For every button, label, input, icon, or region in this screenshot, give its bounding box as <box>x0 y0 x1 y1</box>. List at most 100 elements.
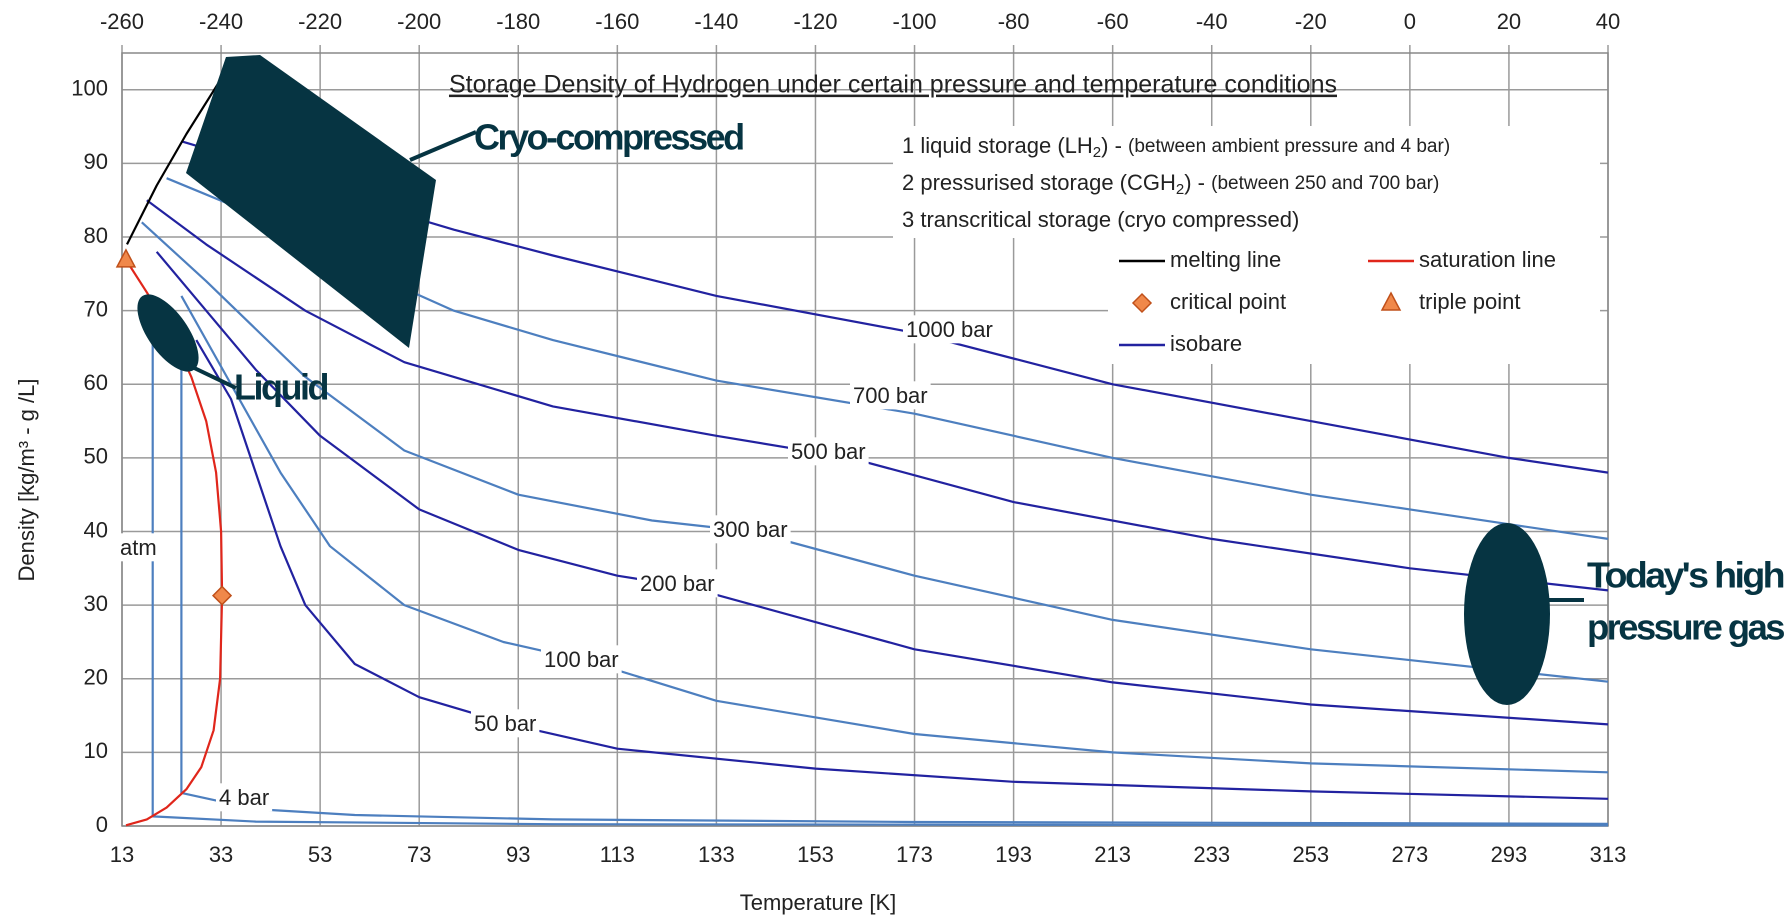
x2-tick-label: -200 <box>397 9 441 34</box>
note-text: 3 transcritical storage (cryo compressed… <box>902 207 1299 232</box>
label-background <box>471 709 540 738</box>
y-tick-label: 30 <box>84 591 108 616</box>
x-tick-label: 293 <box>1491 842 1528 867</box>
y-tick-label: 80 <box>84 223 108 248</box>
x-tick-label: 53 <box>308 842 332 867</box>
legend-note: 1 liquid storage (LH2) - (between ambien… <box>902 133 1450 161</box>
x-tick-label: 113 <box>600 842 635 867</box>
label-background <box>637 569 718 598</box>
x2-tick-label: -80 <box>998 9 1030 34</box>
x2-tick-label: -100 <box>893 9 937 34</box>
series-label: 300 bar <box>713 517 788 542</box>
x2-tick-label: -180 <box>496 9 540 34</box>
data-point <box>115 248 137 268</box>
annotation: Cryo-compressed <box>474 117 743 158</box>
x2-tick-label: -260 <box>100 9 144 34</box>
chart-title: Storage Density of Hydrogen under certai… <box>449 71 1337 99</box>
label-background <box>850 381 931 410</box>
label-background <box>788 437 869 466</box>
series-label: atm <box>120 535 157 560</box>
callout-line <box>187 363 237 390</box>
label-background <box>541 645 622 674</box>
note-text: 2 pressurised storage (CGH <box>902 170 1176 195</box>
note-text: ) - <box>1101 133 1128 158</box>
x-axis-label: Temperature [K] <box>740 890 897 915</box>
series-label: 4 bar <box>219 785 269 810</box>
note-text: ) - <box>1184 170 1211 195</box>
series-line <box>151 310 1609 827</box>
label-background <box>710 515 791 544</box>
annotation: pressure gas <box>1587 607 1784 648</box>
series-label: 500 bar <box>791 439 866 464</box>
y-axis-label: Density [kg/m³ - g /L] <box>14 379 39 582</box>
series-label: 50 bar <box>474 711 536 736</box>
plot-frame <box>121 52 1609 827</box>
x-tick-label: 193 <box>995 842 1032 867</box>
legend-label: melting line <box>1170 247 1281 272</box>
series-line <box>155 251 1609 726</box>
x-tick-label: 313 <box>1590 842 1627 867</box>
x-tick-label: 13 <box>110 842 134 867</box>
x2-tick-label: 20 <box>1497 9 1521 34</box>
y-tick-label: 90 <box>84 149 108 174</box>
legend-background <box>893 126 1600 238</box>
x-tick-label: 233 <box>1193 842 1230 867</box>
y-tick-label: 40 <box>84 517 108 542</box>
x2-tick-label: -120 <box>793 9 837 34</box>
x2-tick-label: -60 <box>1097 9 1129 34</box>
y-tick-label: 100 <box>71 76 108 101</box>
legend-note: 3 transcritical storage (cryo compressed… <box>902 207 1299 232</box>
x2-tick-label: -140 <box>694 9 738 34</box>
series-line <box>146 199 1609 592</box>
legend-label: triple point <box>1419 289 1521 314</box>
label-background <box>216 783 273 812</box>
x-tick-label: 273 <box>1392 842 1429 867</box>
x-tick-label: 213 <box>1094 842 1131 867</box>
legend-swatch <box>1131 292 1153 314</box>
annotation: Liquid <box>234 367 327 408</box>
gas-region <box>1464 523 1550 705</box>
x2-tick-label: -40 <box>1196 9 1228 34</box>
y-tick-label: 60 <box>84 370 108 395</box>
series-label: 200 bar <box>640 571 715 596</box>
note-text: 1 liquid storage (LH <box>902 133 1093 158</box>
x-tick-label: 173 <box>896 842 933 867</box>
x-tick-label: 253 <box>1292 842 1329 867</box>
note-detail: (between 250 and 700 bar) <box>1211 173 1439 194</box>
x-tick-label: 133 <box>698 842 735 867</box>
legend-label: isobare <box>1170 331 1242 356</box>
x2-tick-label: -220 <box>298 9 342 34</box>
callout-line <box>409 130 477 162</box>
y-tick-label: 50 <box>84 444 108 469</box>
legend-label: critical point <box>1170 289 1286 314</box>
series-label: 100 bar <box>544 647 619 672</box>
y-tick-label: 20 <box>84 665 108 690</box>
label-background <box>444 68 1342 101</box>
legend-note: 2 pressurised storage (CGH2) - (between … <box>902 170 1439 198</box>
y-tick-label: 0 <box>96 812 108 837</box>
legend-swatch <box>1380 291 1402 311</box>
label-background <box>117 533 160 562</box>
note-subscript: 2 <box>1176 181 1184 198</box>
series-label: 700 bar <box>853 383 928 408</box>
x2-tick-label: 40 <box>1596 9 1620 34</box>
x2-tick-label: 0 <box>1404 9 1416 34</box>
cryo-region <box>186 55 436 348</box>
x-tick-label: 93 <box>506 842 530 867</box>
note-detail: (between ambient pressure and 4 bar) <box>1128 136 1450 157</box>
x2-tick-label: -20 <box>1295 9 1327 34</box>
series-line <box>180 295 1609 774</box>
liquid-region <box>137 294 199 372</box>
x-tick-label: 73 <box>407 842 431 867</box>
series-label: 1000 bar <box>906 317 993 342</box>
x2-tick-label: -160 <box>595 9 639 34</box>
legend-background <box>1108 238 1600 364</box>
annotation: Today's high <box>1587 555 1784 596</box>
label-background <box>903 315 996 344</box>
series-line <box>141 221 1609 683</box>
note-subscript: 2 <box>1093 144 1101 161</box>
x-tick-label: 153 <box>797 842 834 867</box>
y-tick-label: 70 <box>84 296 108 321</box>
x2-tick-label: -240 <box>199 9 243 34</box>
